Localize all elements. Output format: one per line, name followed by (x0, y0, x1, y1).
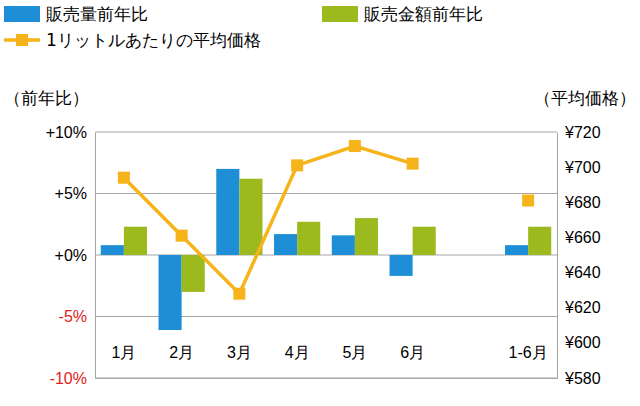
marker (176, 230, 188, 242)
tick: ¥680 (557, 194, 601, 211)
tick: ¥580 (557, 370, 601, 387)
tick-label: -10% (50, 370, 87, 387)
bar (274, 234, 297, 255)
tick-label: ¥620 (564, 299, 601, 316)
tick: ¥660 (557, 229, 601, 246)
y-axis: -10% -5% +0% +5% +10% (46, 124, 96, 387)
tick-label: +0% (55, 247, 87, 264)
marks (101, 140, 551, 330)
bar (216, 169, 239, 255)
axis-line (96, 378, 558, 379)
tick: 2月 (169, 344, 194, 378)
axis-line (557, 133, 558, 379)
bar (528, 227, 551, 255)
bar (390, 255, 413, 276)
grid-line (95, 378, 557, 379)
legend-swatch (4, 6, 40, 22)
tick: ¥720 (557, 124, 601, 141)
tick-label: 6月 (400, 344, 425, 361)
tick-label: 4月 (285, 344, 310, 361)
y2-axis: ¥580 ¥600 ¥620 ¥640 ¥660 ¥680 ¥700 ¥720 (557, 124, 601, 387)
tick-label: 5月 (342, 344, 367, 361)
tick: 1月 (111, 344, 136, 378)
x-axis: 1月 2月 3月 4月 5月 6月 1-6月 (96, 344, 558, 379)
plot: -10% -5% +0% +5% +10% ¥580 ¥600 ¥620 ¥640 ¥660 ¥68… (46, 124, 601, 387)
tick: +10% (46, 124, 95, 141)
tick: -5% (59, 308, 95, 325)
tick-label: ¥680 (564, 194, 601, 211)
bar (101, 245, 124, 255)
bar (297, 222, 320, 255)
tick: 5月 (342, 344, 367, 378)
legend-swatch (322, 6, 358, 22)
bar (332, 235, 355, 255)
bar (505, 245, 528, 255)
grid-line (95, 193, 557, 194)
tick-label: 2月 (169, 344, 194, 361)
tick: ¥620 (557, 299, 601, 316)
tick: ¥700 (557, 159, 601, 176)
axis-line (95, 133, 96, 379)
legend-item: 1リットルあたりの平均価格 (4, 30, 261, 50)
tick-label: ¥700 (564, 159, 601, 176)
tick-label: ¥640 (564, 264, 601, 281)
axis-title: （前年比） (4, 88, 89, 108)
tick: +0% (55, 247, 95, 264)
marker (407, 158, 419, 170)
bar (124, 227, 147, 255)
marker (118, 172, 130, 184)
line (124, 146, 528, 294)
legend-label: 販売量前年比 (46, 4, 148, 24)
chart: -10% -5% +0% +5% +10% ¥580 ¥600 ¥620 ¥640 ¥660 ¥68… (0, 0, 640, 406)
bar (413, 227, 436, 255)
tick-label: 1-6月 (509, 344, 548, 361)
tick: ¥640 (557, 264, 601, 281)
tick-label: +5% (55, 185, 87, 202)
legend-marker (16, 34, 28, 46)
marker (522, 195, 534, 207)
tick-label: ¥660 (564, 229, 601, 246)
tick-label: +10% (46, 124, 87, 141)
marker (233, 288, 245, 300)
tick-label: ¥720 (564, 124, 601, 141)
tick: -10% (50, 370, 95, 387)
bar (182, 255, 205, 292)
tick: 3月 (227, 344, 252, 378)
tick: +5% (55, 185, 95, 202)
grid-line (95, 132, 557, 133)
legend-label: 1リットルあたりの平均価格 (46, 30, 261, 50)
legend-item: 販売量前年比 (4, 4, 148, 24)
tick-label: 1月 (111, 344, 136, 361)
marker (291, 159, 303, 171)
legend: 販売量前年比 販売金額前年比 1リットルあたりの平均価格 (4, 4, 483, 50)
legend-label: 販売金額前年比 (364, 4, 483, 24)
tick: 1-6月 (509, 344, 548, 378)
legend-item: 販売金額前年比 (322, 4, 483, 24)
bar (239, 179, 262, 255)
tick-label: -5% (59, 308, 87, 325)
tick: ¥600 (557, 334, 601, 351)
bar (159, 255, 182, 330)
bar (355, 218, 378, 255)
marker (349, 140, 361, 152)
tick-label: 3月 (227, 344, 252, 361)
grid (95, 132, 557, 378)
tick-label: ¥580 (564, 370, 601, 387)
tick-label: ¥600 (564, 334, 601, 351)
axis-title: （平均価格） (534, 88, 636, 108)
tick: 4月 (285, 344, 310, 378)
tick: 6月 (400, 344, 425, 378)
